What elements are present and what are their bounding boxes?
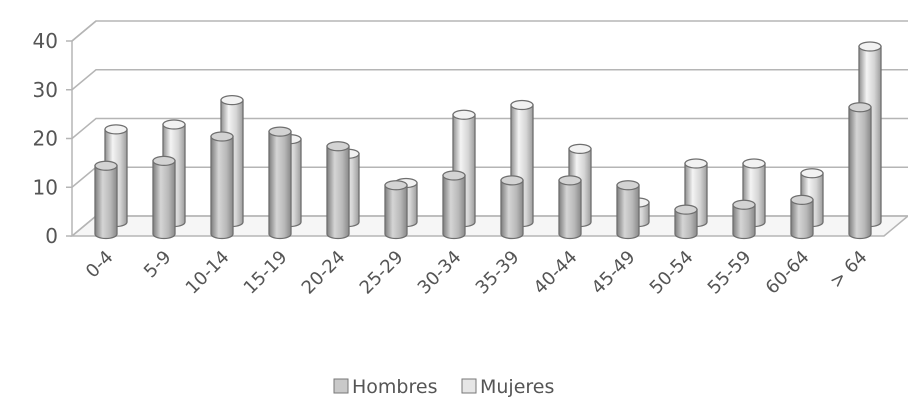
x-tick-label: 20-24 (298, 247, 350, 299)
y-tick-label: 20 (33, 127, 58, 151)
bar-body (210, 135, 234, 240)
chart-walls (69, 20, 908, 237)
bar-top (326, 141, 350, 152)
bar-body (442, 174, 466, 240)
x-tick-label: > 64 (826, 247, 872, 293)
chart-floor (69, 215, 908, 237)
bar-top (500, 175, 524, 186)
bar-top (268, 126, 292, 137)
bar-body (94, 165, 118, 240)
x-tick-label: 25-29 (356, 247, 408, 299)
bar-body (616, 184, 640, 240)
gridline (71, 69, 908, 91)
bar-hombres (210, 131, 234, 240)
y-tick-label: 0 (45, 224, 58, 248)
bar-hombres (326, 141, 350, 240)
x-tick-label: 55-59 (704, 247, 756, 299)
bar-body (674, 208, 698, 240)
y-axis: 0 10 20 30 40 (33, 29, 72, 248)
gridline (71, 20, 908, 42)
bar-top (442, 170, 466, 181)
bar-hombres (848, 102, 872, 240)
x-tick-label: 60-64 (762, 247, 814, 299)
bar-top (800, 168, 824, 179)
bar-hombres (616, 180, 640, 240)
bars (94, 41, 882, 240)
gridlines (71, 20, 908, 237)
legend: Hombres Mujeres (333, 376, 554, 398)
gridline (71, 166, 908, 188)
bar-top (210, 131, 234, 142)
x-tick-label: 45-49 (588, 247, 640, 299)
bar-hombres (558, 175, 582, 240)
x-tick-label: 50-54 (646, 247, 698, 299)
bar-hombres (442, 170, 466, 240)
legend-swatch-hombres (333, 378, 349, 394)
bar-top (94, 160, 118, 171)
x-tick-label: 5-9 (140, 247, 176, 283)
bar-hombres (152, 155, 176, 240)
bar-hombres (268, 126, 292, 240)
bar-top (104, 124, 128, 135)
bar-hombres (790, 194, 814, 240)
bar-body (848, 106, 872, 240)
x-tick-label: 30-34 (414, 247, 466, 299)
x-tick-label: 15-19 (240, 247, 292, 299)
x-tick-label: 10-14 (182, 247, 234, 299)
y-tick-label: 30 (33, 78, 58, 102)
bar-hombres (384, 180, 408, 240)
bar-top (510, 99, 534, 111)
bar-body (384, 184, 408, 240)
x-tick-label: 35-39 (472, 247, 524, 299)
bar-body (500, 179, 524, 240)
bar-top (152, 155, 176, 167)
gridline (71, 117, 908, 140)
bar-top (742, 158, 766, 169)
bar-top (568, 143, 592, 155)
x-tick-label: 0-4 (82, 247, 118, 283)
bar-top (558, 175, 582, 186)
bar-body (152, 160, 176, 240)
bar-top (616, 180, 640, 191)
bar-body (790, 199, 814, 240)
y-tick-label: 40 (33, 29, 58, 53)
bar-top (674, 204, 698, 215)
bar-top (220, 94, 244, 106)
bar-top (384, 180, 408, 191)
bar-hombres (94, 160, 118, 240)
legend-label-hombres: Hombres (352, 376, 437, 398)
x-axis: 0-4 5-9 10-14 15-19 20-24 25-29 30-34 35-39 40-4… (82, 247, 872, 299)
bar-body (326, 145, 350, 240)
y-tick-label: 10 (33, 175, 58, 199)
bar-top (848, 102, 872, 113)
bar-hombres (732, 199, 756, 240)
bar-top (162, 119, 186, 130)
bar-top (732, 199, 756, 210)
bar-top (452, 109, 476, 120)
bar-top (858, 41, 882, 52)
bar-body (732, 204, 756, 240)
bar-top (790, 194, 814, 206)
legend-swatch-mujeres (461, 378, 477, 394)
bar-hombres (674, 204, 698, 240)
bar-body (268, 130, 292, 240)
bar-body (558, 179, 582, 240)
bar-hombres (500, 175, 524, 240)
legend-label-mujeres: Mujeres (480, 376, 554, 398)
x-tick-label: 40-44 (530, 247, 582, 299)
bar-top (684, 158, 708, 169)
